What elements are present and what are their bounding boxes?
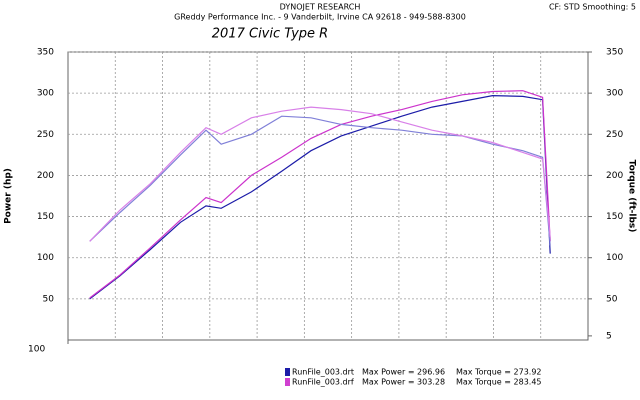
y-tick-label: 200 xyxy=(37,171,54,181)
y2-tick-label: 150 xyxy=(606,212,623,222)
y-tick-label: 50 xyxy=(43,294,55,304)
header: DYNOJET RESEARCH xyxy=(280,3,361,12)
legend-power: Max Power = 296.96 xyxy=(362,368,445,377)
series-line xyxy=(89,115,551,246)
y-tick-label: 300 xyxy=(37,89,54,99)
y2-tick-label: 350 xyxy=(606,48,623,58)
y2-axis-label: Torque (ft-lbs) xyxy=(627,160,637,233)
series-line xyxy=(89,106,551,242)
legend-torque: Max Torque = 283.45 xyxy=(456,378,542,387)
y2-tick-label: 300 xyxy=(606,89,623,99)
y2-tick-label: 200 xyxy=(606,171,623,181)
y-tick-label: 150 xyxy=(37,212,54,222)
chart-title: 2017 Civic Type R xyxy=(212,27,328,42)
legend-file: RunFile_003.drt xyxy=(292,368,354,377)
y2-tick-label: 100 xyxy=(606,253,623,263)
settings: CF: STD Smoothing: 5 xyxy=(549,3,636,12)
legend-swatch xyxy=(285,378,290,386)
legend-power: Max Power = 303.28 xyxy=(362,378,445,387)
y2-tick-label: 50 xyxy=(606,294,618,304)
legend-swatch xyxy=(285,368,290,376)
y-tick-label: 350 xyxy=(37,48,54,58)
x-tick-label: 100 xyxy=(28,345,45,355)
y2-tick-label: 250 xyxy=(606,130,623,140)
series-line xyxy=(89,90,551,299)
y-tick-label: 100 xyxy=(37,253,54,263)
legend-file: RunFile_003.drf xyxy=(292,378,354,387)
series-line xyxy=(89,94,551,300)
y-axis-label: Power (hp) xyxy=(4,168,14,224)
legend-torque: Max Torque = 273.92 xyxy=(456,368,542,377)
y-tick-label: 250 xyxy=(37,130,54,140)
y2-tick-label: 5 xyxy=(606,331,612,341)
subheader: GReddy Performance Inc. - 9 Vanderbilt, … xyxy=(174,13,466,22)
